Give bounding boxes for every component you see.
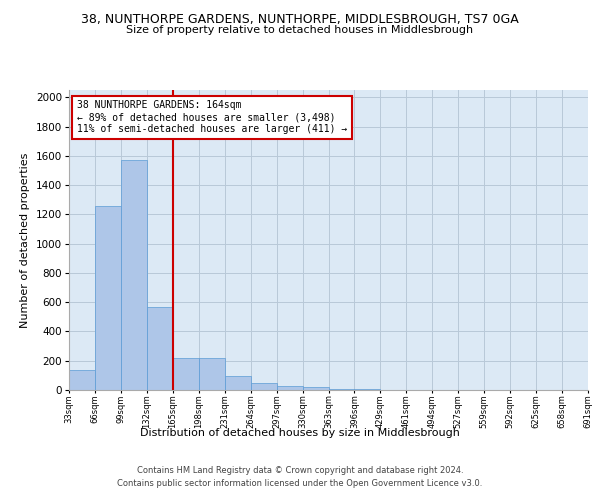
Text: Contains HM Land Registry data © Crown copyright and database right 2024.
Contai: Contains HM Land Registry data © Crown c… <box>118 466 482 487</box>
Bar <box>199 358 224 390</box>
Bar <box>329 388 355 390</box>
Bar <box>69 370 95 390</box>
Bar <box>302 387 329 390</box>
Bar <box>147 306 173 390</box>
Bar <box>95 206 121 390</box>
Bar <box>121 160 147 390</box>
Text: 38, NUNTHORPE GARDENS, NUNTHORPE, MIDDLESBROUGH, TS7 0GA: 38, NUNTHORPE GARDENS, NUNTHORPE, MIDDLE… <box>81 12 519 26</box>
Text: 38 NUNTHORPE GARDENS: 164sqm
← 89% of detached houses are smaller (3,498)
11% of: 38 NUNTHORPE GARDENS: 164sqm ← 89% of de… <box>77 100 347 134</box>
Bar <box>173 358 199 390</box>
Bar <box>277 386 302 390</box>
Text: Distribution of detached houses by size in Middlesbrough: Distribution of detached houses by size … <box>140 428 460 438</box>
Y-axis label: Number of detached properties: Number of detached properties <box>20 152 30 328</box>
Bar <box>251 382 277 390</box>
Bar <box>224 376 251 390</box>
Text: Size of property relative to detached houses in Middlesbrough: Size of property relative to detached ho… <box>127 25 473 35</box>
